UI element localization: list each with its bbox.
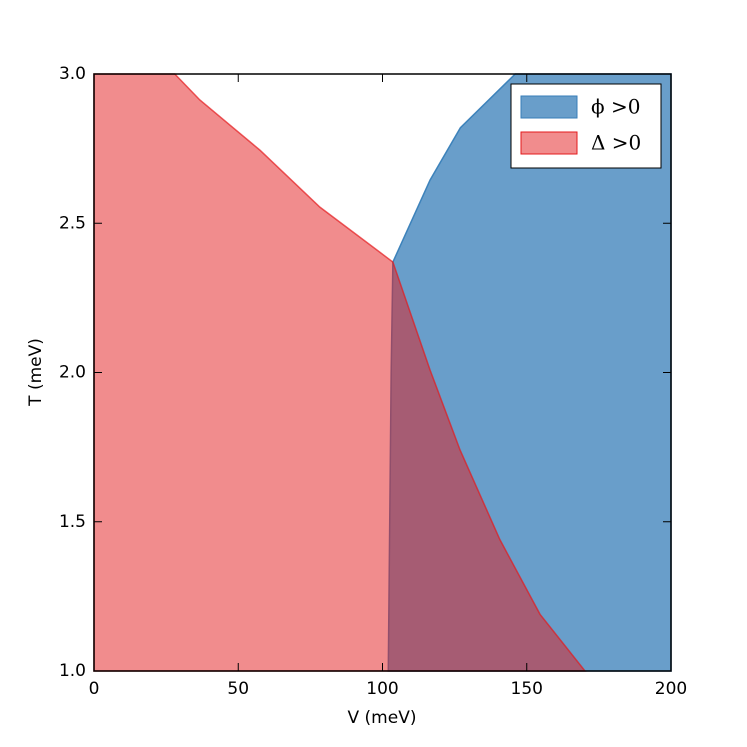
x-tick-label: 150 [511, 679, 543, 699]
x-tick-label: 100 [366, 679, 398, 699]
y-tick-label: 2.5 [59, 213, 86, 233]
x-tick-label: 200 [655, 679, 687, 699]
y-tick-label: 1.5 [59, 512, 86, 532]
legend-swatch [520, 95, 578, 119]
y-tick-label: 1.0 [59, 661, 86, 681]
x-tick-label: 50 [227, 679, 249, 699]
legend-label: ϕ >0 [591, 95, 640, 119]
y-axis-label: T (meV) [26, 338, 46, 407]
legend-label: Δ >0 [591, 131, 641, 155]
x-axis-label: V (meV) [348, 708, 417, 728]
x-tick-label: 0 [89, 679, 100, 699]
legend: ϕ >0 Δ >0 [510, 83, 662, 169]
y-tick-label: 2.0 [59, 363, 86, 383]
y-tick-label: 3.0 [59, 64, 86, 84]
legend-swatch [520, 131, 578, 155]
